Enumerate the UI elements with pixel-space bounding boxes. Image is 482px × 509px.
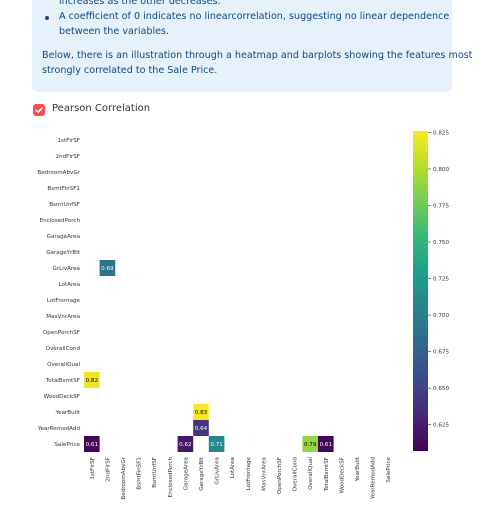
bullet-text: A coefficient of 0 indicates no linearco… (59, 11, 450, 22)
heatmap-cell (193, 420, 209, 436)
bullet-text: between the variables. (59, 26, 170, 37)
x-tick-label: YearBuilt (355, 456, 361, 482)
colorbar-tick-label: 0.700 (433, 313, 449, 319)
y-tick-label: WoodDeckSF (44, 394, 80, 400)
colorbar-tick-label: 0.725 (433, 277, 449, 283)
x-tick-label: GrLivArea (215, 457, 221, 485)
heatmap-cell (177, 436, 194, 452)
heatmap-cell (302, 436, 318, 452)
cell-label: 0.69 (101, 266, 114, 272)
bullet-text: increases as the other decreases. (59, 0, 221, 7)
cell-label: 0.61 (320, 442, 333, 448)
colorbar-tick-label: 0.650 (433, 386, 449, 392)
checkbox[interactable] (33, 104, 45, 116)
y-tick-label: OpenPorchSF (43, 330, 80, 336)
colorbar (413, 131, 428, 451)
colorbar-tick-label: 0.750 (433, 240, 449, 246)
y-tick-label: EnclosedPorch (40, 218, 81, 224)
info-box: increases as the other decreases. A coeff… (32, 0, 472, 92)
heatmap-cell (193, 404, 209, 420)
x-tick-label: WoodDeckSF (339, 457, 345, 493)
heatmap-cell (318, 436, 334, 452)
x-tick-label: YearRemodAdd (371, 457, 377, 501)
cell-label: 0.61 (86, 442, 99, 448)
y-tick-label: TotalBsmtSF (45, 378, 80, 384)
y-tick-label: GarageYrBlt (46, 250, 81, 256)
x-tick-label: LotFrontage (246, 456, 252, 490)
x-tick-label: EnclosedPorch (168, 457, 174, 498)
x-tick-label: LotArea (230, 457, 236, 479)
x-tick-label: OverallCond (293, 457, 299, 492)
heatmap-cell (84, 436, 100, 452)
x-tick-label: OpenPorchSF (277, 457, 283, 494)
heatmap-cell (99, 260, 116, 276)
y-tick-label: 1stFlrSF (57, 138, 80, 144)
y-tick-label: GarageArea (47, 234, 80, 240)
x-tick-label: 2ndFlrSF (105, 457, 111, 482)
y-tick-label: SalePrice (54, 442, 80, 448)
y-tick-label: 2ndFlrSF (56, 154, 81, 160)
x-tick-label: GarageArea (183, 457, 189, 490)
paragraph-text: strongly correlated to the Sale Price. (42, 65, 218, 76)
y-tick-label: GrLivArea (53, 266, 81, 272)
y-tick-label: LotArea (58, 282, 80, 288)
heatmap-cell (208, 436, 225, 452)
cell-label: 0.83 (195, 410, 208, 416)
x-tick-label: 1stFlrSF (90, 457, 96, 480)
y-tick-label: BsmtFinSF1 (47, 186, 80, 192)
y-tick-label: YearRemodAdd (37, 426, 81, 432)
colorbar-tick-label: 0.825 (433, 130, 449, 136)
x-tick-label: BsmtFinSF1 (137, 457, 143, 490)
cell-label: 0.62 (179, 442, 191, 448)
cell-label: 0.79 (304, 442, 317, 448)
bullet-dot (45, 16, 49, 20)
cell-label: 0.82 (86, 378, 98, 384)
heatmap-cell (84, 372, 100, 388)
y-tick-label: OverallQual (47, 362, 80, 368)
x-tick-label: OverallQual (308, 457, 314, 490)
x-tick-label: SalePrice (386, 456, 392, 482)
x-tick-label: MasVnrArea (261, 457, 267, 491)
cell-label: 0.64 (195, 426, 208, 432)
colorbar-tick-label: 0.775 (433, 204, 449, 210)
paragraph-text: Below, there is an illustration through … (42, 50, 473, 61)
y-tick-label: YearBuilt (54, 410, 80, 416)
x-tick-label: BsmtUnfSF (152, 457, 158, 488)
colorbar-tick-label: 0.800 (433, 167, 449, 173)
y-tick-label: MasVnrArea (46, 314, 80, 320)
y-tick-label: OverallCond (46, 346, 81, 352)
check-icon (35, 107, 43, 114)
colorbar-tick-label: 0.625 (433, 423, 449, 429)
cell-label: 0.71 (210, 442, 223, 448)
x-tick-label: TotalBsmtSF (324, 457, 330, 492)
y-tick-label: LotFrontage (47, 298, 81, 304)
y-tick-label: BsmtUnfSF (49, 202, 80, 208)
colorbar-tick-label: 0.675 (433, 350, 449, 356)
x-tick-label: BedroomAbvGr (121, 456, 127, 499)
checkbox-label[interactable]: Pearson Correlation (52, 103, 151, 114)
x-tick-label: GarageYrBlt (199, 456, 205, 491)
y-tick-label: BedroomAbvGr (37, 170, 80, 176)
